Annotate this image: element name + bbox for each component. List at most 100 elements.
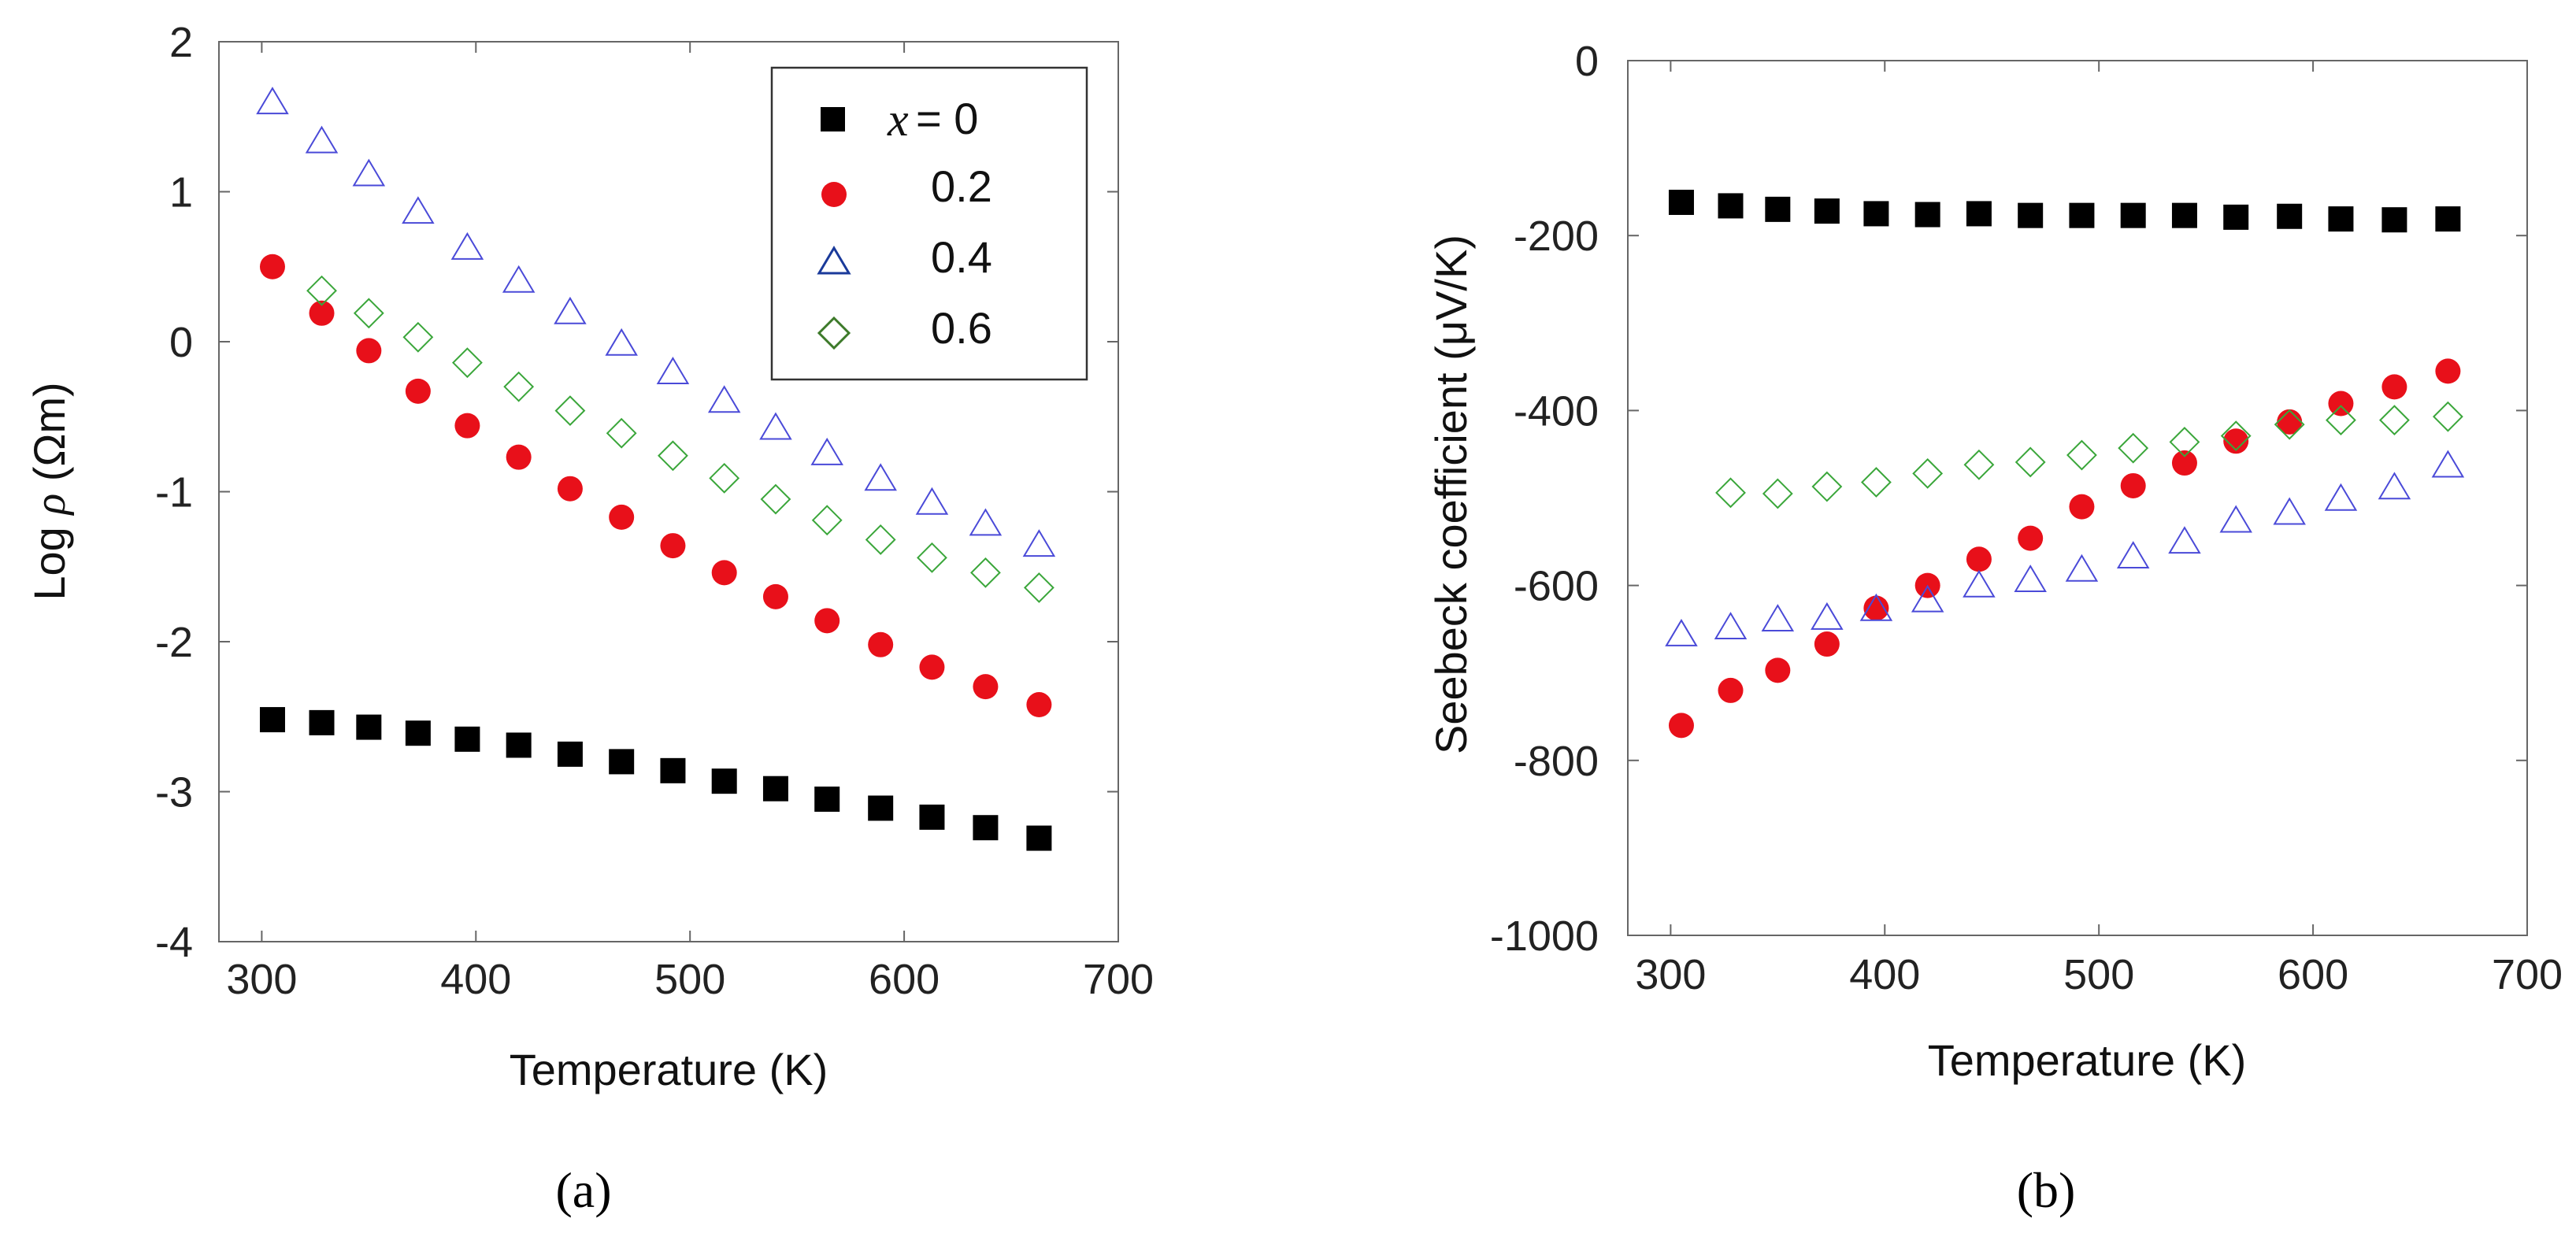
a-point-square-5 <box>506 732 532 758</box>
a-point-diamond-3 <box>451 347 483 379</box>
a-point-diamond-7 <box>658 440 688 472</box>
b-point-square-2 <box>1765 196 1791 222</box>
a-point-triangle-12 <box>864 463 897 491</box>
b-point-triangle-2 <box>1761 604 1795 632</box>
b-point-square-13 <box>2328 206 2354 232</box>
a-point-circle-4 <box>454 413 480 439</box>
a-point-diamond-4 <box>503 371 535 402</box>
a-point-triangle-7 <box>605 328 638 356</box>
b-point-square-10 <box>2171 202 2197 228</box>
b-point-circle-10 <box>2171 450 2197 476</box>
b-point-square-3 <box>1814 198 1840 224</box>
b-point-diamond-6 <box>2014 446 2046 478</box>
b-point-triangle-7 <box>2014 565 2047 593</box>
a-point-square-1 <box>309 709 335 735</box>
b-point-circle-8 <box>2069 494 2095 520</box>
a-point-square-6 <box>557 741 583 767</box>
a-point-triangle-14 <box>969 508 1003 536</box>
b-ytick-label-0: -1000 <box>1490 913 1599 960</box>
legend-label-0.4: 0.4 <box>931 232 992 282</box>
a-ytick-label-3: -1 <box>155 469 193 516</box>
a-point-square-11 <box>814 787 840 813</box>
b-point-triangle-3 <box>1811 602 1844 630</box>
b-xtick-label-3: 600 <box>2278 951 2348 998</box>
b-point-diamond-0 <box>1715 477 1746 509</box>
a-point-triangle-8 <box>656 357 690 385</box>
b-point-square-9 <box>2120 202 2146 228</box>
a-point-triangle-4 <box>450 231 484 260</box>
panel-b-data-points <box>1665 189 2465 739</box>
b-point-triangle-8 <box>2065 554 2099 582</box>
a-point-square-3 <box>405 720 431 746</box>
a-point-square-14 <box>973 815 999 841</box>
a-ytick-label-4: 0 <box>169 319 193 366</box>
a-point-triangle-15 <box>1022 529 1056 557</box>
a-point-square-10 <box>762 776 788 802</box>
b-point-circle-14 <box>2381 374 2407 400</box>
b-point-diamond-14 <box>2432 401 2463 432</box>
a-xtick-label-3: 600 <box>869 956 940 1003</box>
a-point-diamond-1 <box>353 298 384 329</box>
a-point-square-9 <box>711 768 737 794</box>
a-point-circle-6 <box>557 476 583 502</box>
b-point-circle-0 <box>1668 713 1694 739</box>
b-point-triangle-9 <box>2116 541 2150 569</box>
a-point-diamond-12 <box>917 542 947 573</box>
a-point-diamond-0 <box>306 275 337 306</box>
a-point-triangle-10 <box>759 412 792 440</box>
b-point-circle-13 <box>2328 391 2354 417</box>
panel-a-label: (a) <box>555 1162 611 1218</box>
legend-marker-0.4 <box>817 246 851 275</box>
b-xtick-label-4: 700 <box>2492 951 2563 998</box>
panel-a-x-axis-title: Temperature (K) <box>510 1045 828 1094</box>
b-point-diamond-7 <box>2066 439 2097 471</box>
a-point-diamond-10 <box>811 505 843 536</box>
b-point-triangle-11 <box>2219 505 2252 533</box>
a-point-circle-14 <box>973 674 999 700</box>
a-point-triangle-5 <box>502 265 536 293</box>
a-ytick-label-1: -3 <box>155 769 193 816</box>
b-point-square-6 <box>1966 201 1992 227</box>
b-point-diamond-9 <box>2169 426 2200 457</box>
panel-b-tick-labels: 300 400 500 600 700 -1000 -800 -600 -400 -200 0 <box>1490 38 2563 998</box>
b-xtick-label-2: 500 <box>2063 951 2134 998</box>
b-point-square-8 <box>2069 202 2095 228</box>
b-point-circle-1 <box>1718 677 1744 703</box>
b-ytick-label-1: -800 <box>1514 738 1599 785</box>
panel-a-tick-labels: 300 400 500 600 700 -4 -3 -2 -1 0 1 2 <box>155 19 1154 1003</box>
a-ytick-label-2: -2 <box>155 619 193 666</box>
b-point-circle-3 <box>1814 631 1840 657</box>
b-ytick-label-2: -600 <box>1514 563 1599 610</box>
b-point-triangle-14 <box>2378 472 2411 500</box>
a-point-square-4 <box>454 726 480 752</box>
a-point-square-2 <box>356 714 382 740</box>
b-point-diamond-11 <box>2274 409 2305 440</box>
a-point-square-12 <box>868 795 894 821</box>
b-point-diamond-5 <box>1963 449 1995 480</box>
legend-marker-0.6 <box>817 316 851 350</box>
legend-label-0.6: 0.6 <box>931 303 992 353</box>
a-point-diamond-8 <box>709 462 740 494</box>
b-point-diamond-12 <box>2326 405 2356 436</box>
a-point-circle-15 <box>1026 692 1052 718</box>
a-point-circle-3 <box>405 378 431 404</box>
a-ytick-label-0: -4 <box>155 919 193 966</box>
a-point-circle-0 <box>259 254 285 280</box>
b-point-circle-9 <box>2120 472 2146 498</box>
a-point-circle-2 <box>356 338 382 364</box>
b-point-square-7 <box>2018 202 2044 228</box>
b-ytick-label-4: -200 <box>1514 213 1599 260</box>
a-point-circle-13 <box>919 654 945 680</box>
panel-b-seebeck-chart: 300 400 500 600 700 -1000 -800 -600 -400 -200 0 Te… <box>1426 38 2563 1218</box>
a-point-circle-1 <box>309 300 335 326</box>
a-point-triangle-9 <box>707 385 741 413</box>
b-point-square-0 <box>1668 189 1694 215</box>
b-point-diamond-8 <box>2118 432 2149 464</box>
b-xtick-label-1: 400 <box>1849 951 1920 998</box>
legend-marker-0.2 <box>821 182 847 207</box>
a-point-square-0 <box>259 707 285 733</box>
b-point-triangle-4 <box>1859 593 1893 621</box>
a-point-circle-11 <box>814 608 840 634</box>
panel-a-ticks <box>219 41 1119 942</box>
